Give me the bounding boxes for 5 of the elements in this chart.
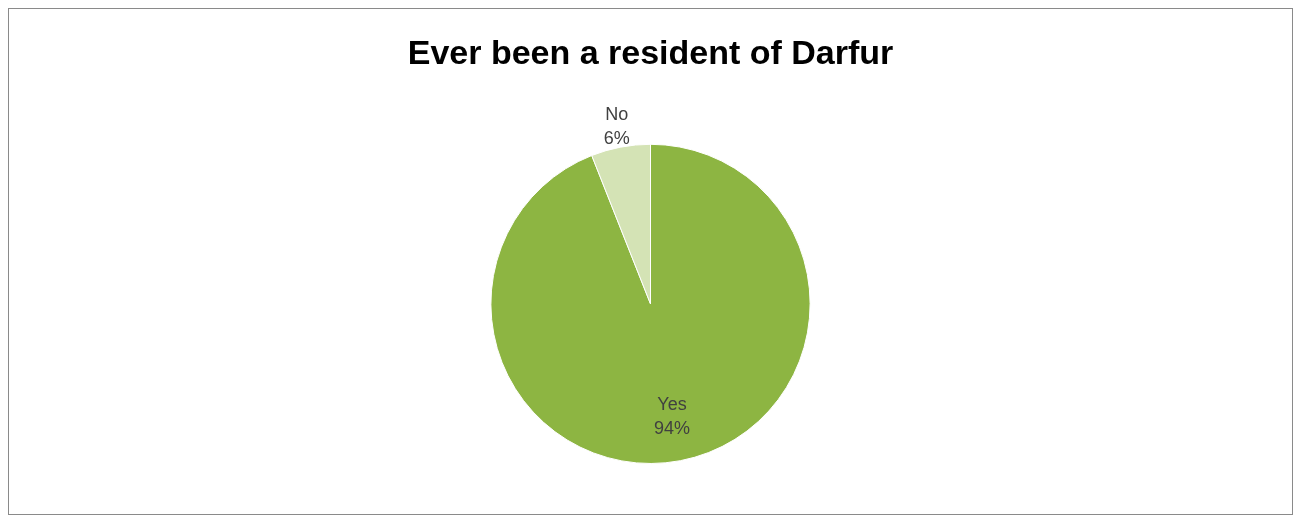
chart-title: Ever been a resident of Darfur — [407, 32, 894, 71]
data-label: 94% — [654, 417, 691, 438]
data-label: 6% — [603, 127, 630, 148]
slice-label: Yes — [657, 393, 687, 414]
slice-label: No — [605, 103, 629, 124]
